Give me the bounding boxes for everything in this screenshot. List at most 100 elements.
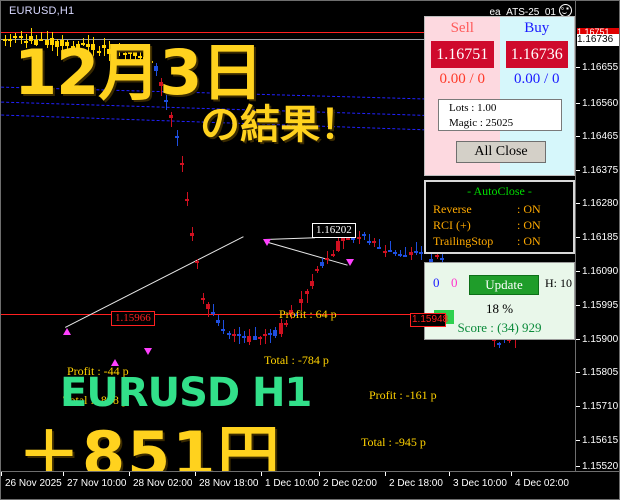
autoclose-row-rci[interactable]: RCI (+): ON — [433, 218, 541, 233]
candle-wick — [270, 329, 271, 343]
candle-wick — [223, 320, 224, 334]
candle-wick — [213, 304, 214, 316]
sell-price-button[interactable]: 1.16751 — [431, 41, 494, 68]
autoclose-row-key: Reverse — [433, 202, 472, 216]
candle-body — [206, 304, 210, 309]
candle-body — [367, 241, 371, 243]
candle-body — [299, 299, 303, 303]
note-total: Total : -945 p — [361, 435, 426, 449]
sell-arrow-marker — [346, 259, 354, 266]
price-tick: 1.16375 — [576, 165, 619, 177]
price-tick: 1.16655 — [576, 62, 619, 74]
candle-body — [50, 38, 54, 45]
autoclose-row-trailingstop[interactable]: TrailingStop: ON — [433, 234, 541, 249]
price-tick: 1.16560 — [576, 98, 619, 110]
candle-body — [403, 255, 407, 257]
candle-body — [336, 241, 340, 251]
candle-body — [497, 343, 501, 345]
candle-body — [346, 238, 350, 240]
candle-body — [123, 53, 127, 55]
candle-body — [86, 44, 90, 47]
order-info-box: Lots : 1.00 Magic : 25025 — [438, 99, 562, 131]
candle-body — [362, 234, 366, 236]
autoclose-row-key: TrailingStop — [433, 234, 494, 248]
candle-body — [372, 241, 376, 243]
buy-price-button[interactable]: 1.16736 — [505, 41, 568, 68]
candle-body — [289, 310, 293, 314]
ask-price-line — [1, 32, 575, 33]
candle-body — [185, 199, 189, 201]
buy-arrow-marker — [63, 328, 71, 335]
candle-wick — [229, 331, 230, 339]
price-tick: 1.15710 — [576, 401, 619, 413]
candle-body — [164, 100, 168, 102]
candle-body — [55, 41, 59, 47]
candle-wick — [208, 302, 209, 317]
candle-wick — [260, 336, 261, 345]
candle-wick — [499, 342, 500, 348]
candle-body — [45, 40, 49, 45]
magic-label: Magic : 25025 — [449, 117, 514, 129]
note-total: Total : -784 p — [264, 353, 329, 367]
candle-body — [143, 57, 147, 59]
candle-body — [227, 333, 231, 335]
candle-body — [112, 53, 116, 55]
time-scale[interactable]: 26 Nov 2025 27 Nov 10:00 28 Nov 02:00 28 No… — [1, 472, 619, 499]
candle-body — [253, 336, 257, 340]
price-tick: 1.16185 — [576, 232, 619, 244]
price-tick: 1.16280 — [576, 198, 619, 210]
candle-body — [81, 43, 85, 45]
candle-wick — [390, 241, 391, 252]
candle-body — [393, 252, 397, 254]
note-profit: Profit : -161 p — [369, 388, 437, 402]
candle-body — [3, 39, 7, 41]
candle-body — [34, 40, 38, 45]
note-profit: Profit : -44 p — [67, 364, 129, 378]
autoclose-panel: - AutoClose - Reverse : ON RCI (+): ON Tr… — [424, 180, 575, 254]
sell-arrow-marker — [263, 239, 271, 246]
time-tick-label: 2 Dec 02:00 — [323, 478, 377, 489]
note-total: Total : -848 p — [63, 393, 128, 407]
candle-body — [315, 269, 319, 271]
candle-body — [341, 237, 345, 241]
autoclose-row-key: RCI (+) — [433, 218, 471, 232]
candle-body — [71, 46, 75, 48]
candle-body — [221, 329, 225, 331]
time-tick-label: 26 Nov 2025 — [5, 478, 62, 489]
candle-body — [149, 61, 153, 63]
time-tick-label: 1 Dec 10:00 — [265, 478, 319, 489]
candle-wick — [307, 289, 308, 303]
candle-body — [325, 258, 329, 260]
candle-wick — [343, 234, 344, 249]
bid-price-chip: 1.16736 — [577, 34, 619, 46]
candle-body — [398, 254, 402, 256]
candle-body — [102, 45, 106, 48]
autoclose-title: - AutoClose - — [467, 184, 532, 198]
candle-body — [247, 336, 251, 342]
update-button[interactable]: Update — [469, 275, 539, 295]
time-scale-separator — [1, 471, 619, 472]
price-tick: 1.15520 — [576, 461, 619, 473]
price-scale[interactable]: 1.16655 1.16560 1.16465 1.16375 1.16280 1.161… — [576, 1, 619, 473]
time-tick-mark — [129, 472, 130, 476]
candle-body — [507, 339, 511, 341]
candle-wick — [161, 78, 162, 96]
autoclose-row-reverse[interactable]: Reverse : ON — [433, 202, 541, 217]
autoclose-row-value: : ON — [517, 202, 541, 216]
candle-body — [305, 291, 309, 294]
candle-body — [310, 281, 314, 286]
candle-wick — [400, 250, 401, 257]
candle-body — [8, 39, 12, 41]
candle-body — [180, 163, 184, 165]
candle-body — [107, 49, 111, 54]
all-close-button[interactable]: All Close — [456, 141, 546, 163]
candle-body — [419, 252, 423, 254]
candle-body — [13, 36, 17, 38]
time-tick-label: 28 Nov 18:00 — [199, 478, 259, 489]
sell-lots-orders: 0.00 / 0 — [439, 71, 485, 87]
time-tick-mark — [261, 472, 262, 476]
candle-body — [273, 330, 277, 336]
trade-panel: Sell 1.16751 0.00 / 0 Buy 1.16736 0.00 /… — [424, 16, 575, 176]
candle-body — [128, 52, 132, 54]
